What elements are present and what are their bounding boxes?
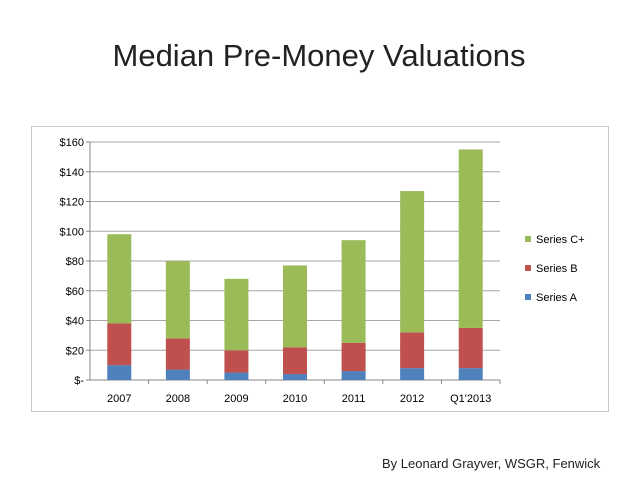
legend-label: Series A [536, 292, 578, 304]
legend-swatch [525, 265, 531, 271]
bar-series-c--2009 [224, 278, 249, 351]
y-tick-label: $160 [60, 137, 84, 149]
x-tick-label: 2009 [224, 393, 248, 405]
bar-series-b-2009 [224, 350, 249, 373]
x-tick-label: 2010 [283, 393, 307, 405]
legend-swatch [525, 294, 531, 300]
y-tick-label: $80 [66, 256, 84, 268]
x-tick-label: 2011 [342, 393, 366, 405]
y-tick-label: $100 [60, 226, 84, 238]
chart-frame [31, 126, 609, 412]
y-tick-label: $40 [66, 316, 84, 328]
bar-series-b-2007 [107, 323, 132, 366]
legend-swatch [525, 236, 531, 242]
bar-series-c--2007 [107, 234, 132, 324]
legend-label: Series B [536, 263, 578, 275]
bar-series-b-2010 [283, 347, 307, 375]
bar-series-b-2011 [341, 342, 366, 372]
bar-series-a-2011 [341, 371, 366, 380]
bar-series-c--2011 [341, 240, 366, 343]
y-tick-label: $60 [66, 286, 84, 298]
bar-series-c--2012 [400, 191, 425, 333]
x-tick-label: 2007 [107, 393, 131, 405]
bar-series-c--2010 [283, 265, 307, 348]
bar-series-a-2008 [165, 369, 190, 380]
bar-series-a-2012 [400, 368, 425, 380]
y-tick-label: $140 [60, 167, 84, 179]
y-tick-label: $120 [60, 197, 84, 209]
bar-series-c--2008 [165, 261, 190, 339]
bar-series-b-q1-2013 [458, 327, 483, 369]
bar-series-b-2012 [400, 332, 425, 369]
bar-series-b-2008 [165, 338, 190, 370]
x-tick-label: 2012 [400, 393, 424, 405]
bar-series-c--q1-2013 [458, 149, 483, 328]
slide-title: Median Pre-Money Valuations [112, 38, 526, 73]
bar-series-a-2007 [107, 365, 132, 380]
bar-series-a-q1-2013 [458, 368, 483, 380]
y-tick-label: $20 [66, 345, 84, 357]
y-tick-label: $- [74, 375, 84, 387]
bar-series-a-2009 [224, 372, 249, 380]
x-tick-label: Q1'2013 [450, 393, 491, 405]
author-credit: By Leonard Grayver, WSGR, Fenwick [382, 456, 601, 471]
bar-series-a-2010 [283, 374, 307, 380]
legend-label: Series C+ [536, 234, 585, 246]
x-tick-label: 2008 [166, 393, 190, 405]
